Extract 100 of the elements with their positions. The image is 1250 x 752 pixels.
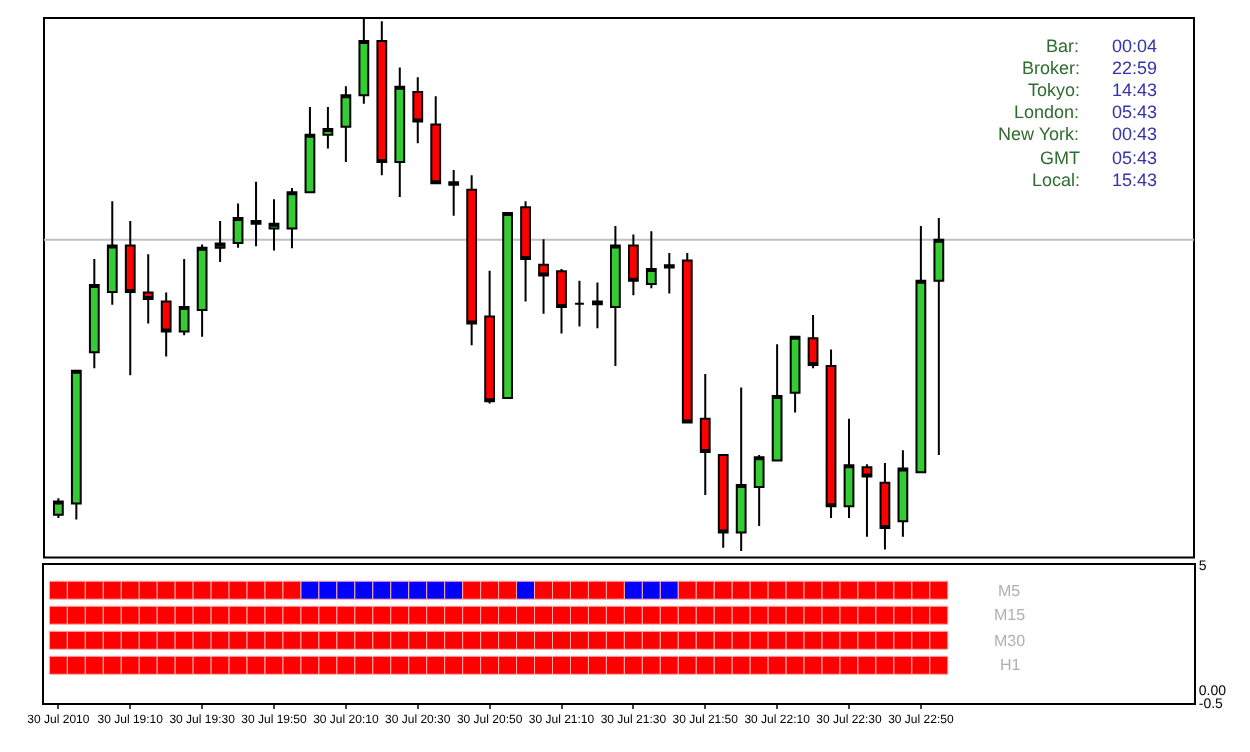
point <box>156 580 176 600</box>
candlestick <box>106 200 118 306</box>
point <box>641 580 661 600</box>
point <box>749 630 769 650</box>
point <box>839 580 859 600</box>
point <box>767 630 787 650</box>
candlestick <box>807 313 819 370</box>
point <box>839 630 859 650</box>
candlestick <box>627 233 639 297</box>
candlestick <box>286 187 298 250</box>
point <box>498 605 518 625</box>
point <box>677 605 697 625</box>
point <box>354 630 374 650</box>
point <box>318 630 338 650</box>
candlestick <box>124 220 136 377</box>
point <box>534 605 554 625</box>
point <box>677 655 697 675</box>
point <box>66 605 86 625</box>
point <box>48 655 68 675</box>
point <box>462 605 482 625</box>
point <box>390 580 410 600</box>
point <box>174 655 194 675</box>
point <box>767 655 787 675</box>
point <box>857 630 877 650</box>
point <box>246 630 266 650</box>
candlestick <box>268 198 280 252</box>
candlestick <box>322 106 334 150</box>
point <box>228 580 248 600</box>
point <box>893 605 913 625</box>
point <box>408 605 428 625</box>
point <box>228 605 248 625</box>
candlestick <box>70 369 82 521</box>
point <box>84 580 104 600</box>
point <box>300 655 320 675</box>
candlestick <box>412 76 424 145</box>
annotation: Local: <box>1032 170 1081 190</box>
point <box>336 605 356 625</box>
point <box>246 655 266 675</box>
candlestick <box>681 252 693 424</box>
point <box>66 655 86 675</box>
point <box>66 580 86 600</box>
annotation: 22:59 <box>1112 58 1158 78</box>
point <box>408 655 428 675</box>
point <box>821 630 841 650</box>
candlestick <box>196 243 208 338</box>
candlestick <box>663 252 675 295</box>
annotation: New York: <box>998 124 1080 144</box>
point <box>138 605 158 625</box>
point <box>552 630 571 650</box>
point <box>821 580 841 600</box>
point <box>336 580 356 600</box>
text: M15 <box>994 606 1027 624</box>
point <box>120 605 140 625</box>
point <box>929 580 949 600</box>
point <box>875 655 895 675</box>
point <box>138 580 158 600</box>
annotation: 05:43 <box>1112 148 1158 168</box>
candlestick <box>466 174 478 347</box>
point <box>372 630 392 650</box>
point <box>444 655 464 675</box>
text: H1 <box>1000 656 1022 674</box>
point <box>875 605 895 625</box>
point <box>84 630 104 650</box>
point <box>120 630 140 650</box>
point <box>192 580 212 600</box>
point <box>623 655 643 675</box>
point <box>552 605 571 625</box>
point <box>300 605 320 625</box>
point <box>48 630 68 650</box>
candlestick <box>232 202 244 249</box>
point <box>48 605 68 625</box>
candlestick <box>592 281 603 330</box>
point <box>210 580 230 600</box>
candlestick <box>861 463 873 538</box>
candlestick <box>789 335 801 414</box>
candlestick <box>304 106 316 194</box>
point <box>102 580 122 600</box>
point <box>857 605 877 625</box>
candlestick <box>502 212 513 400</box>
point <box>390 655 410 675</box>
point <box>300 580 320 600</box>
point <box>695 655 715 675</box>
point <box>246 580 266 600</box>
candlestick <box>520 200 531 303</box>
point <box>444 580 464 600</box>
point <box>426 630 446 650</box>
point <box>821 605 841 625</box>
annotation: 00:04 <box>1112 36 1158 56</box>
point <box>911 580 931 600</box>
point <box>821 655 841 675</box>
point <box>318 580 338 600</box>
point <box>282 630 302 650</box>
candlestick <box>178 257 190 337</box>
point <box>623 580 643 600</box>
point <box>282 655 302 675</box>
point <box>641 655 661 675</box>
point <box>803 630 823 650</box>
candlestick <box>250 180 262 248</box>
text: M30 <box>994 632 1027 650</box>
point <box>785 605 805 625</box>
